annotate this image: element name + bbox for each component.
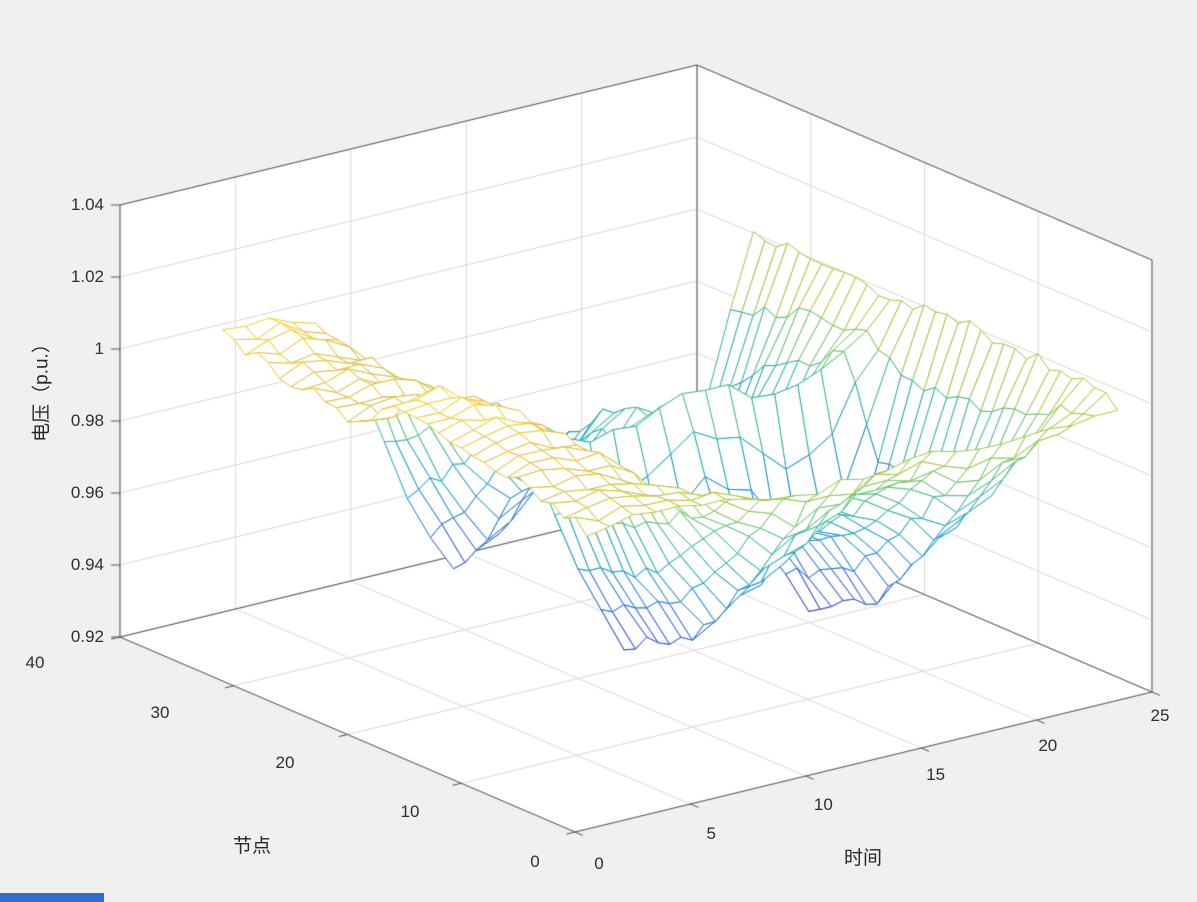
bottom-left-accent-strip: [0, 893, 104, 902]
